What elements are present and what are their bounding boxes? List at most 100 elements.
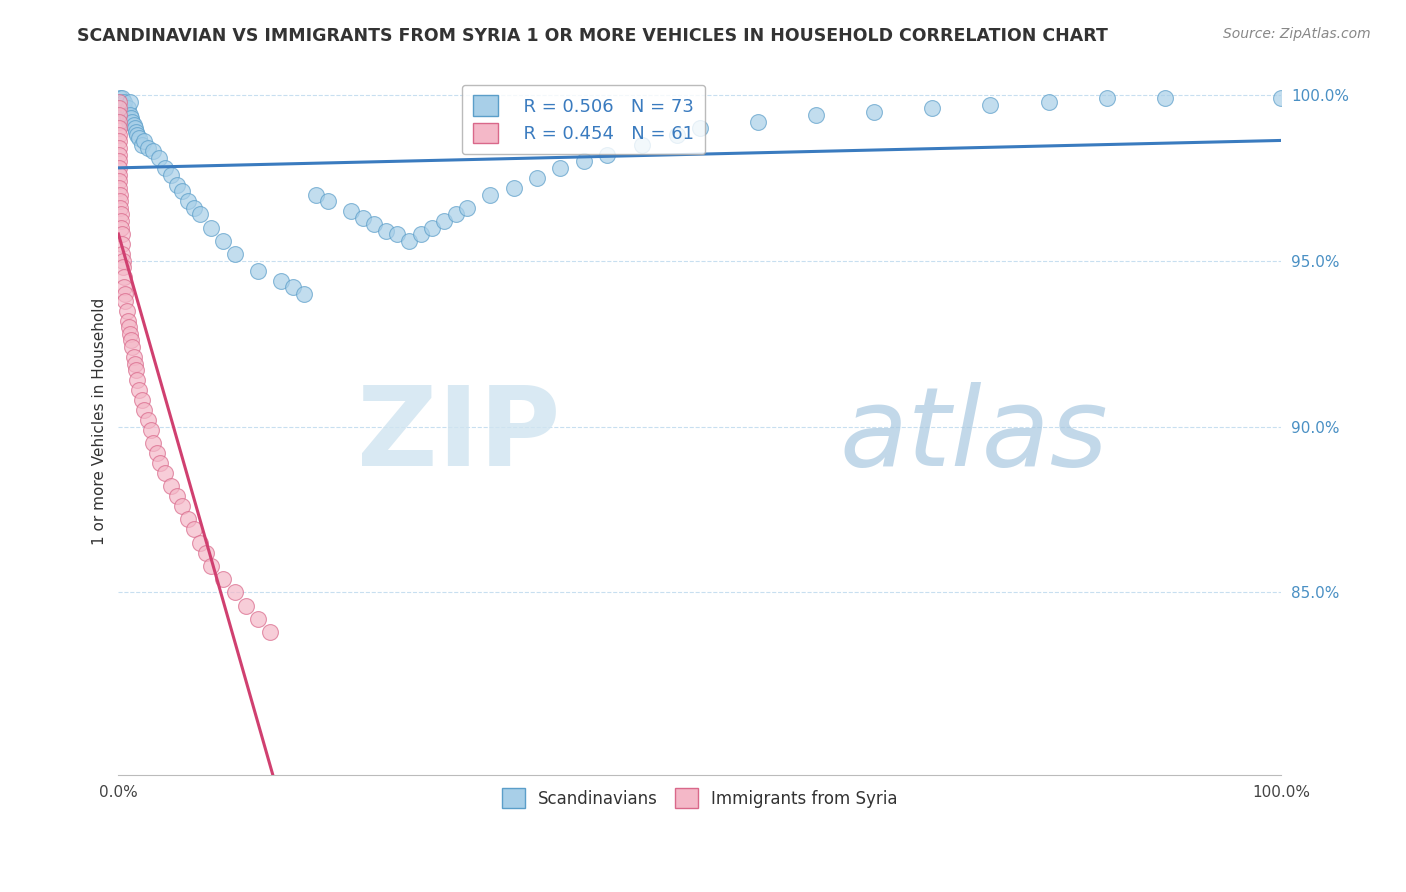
Point (921, 101, 943, 115)
Point (111, 104, 134, 119)
Point (117, 112, 139, 126)
Point (108, 187, 131, 202)
Point (548, 161, 571, 175)
Point (572, 154, 595, 169)
Point (108, 98, 131, 112)
Point (212, 572, 235, 586)
Point (132, 403, 155, 417)
Point (111, 237, 134, 252)
Point (112, 98, 135, 112)
Point (979, 98, 1001, 112)
Point (433, 214, 456, 228)
Point (212, 234, 235, 248)
Point (108, 91, 131, 105)
Text: SCANDINAVIAN VS IMMIGRANTS FROM SYRIA 1 OR MORE VEHICLES IN HOUSEHOLD CORRELATIO: SCANDINAVIAN VS IMMIGRANTS FROM SYRIA 1 … (77, 27, 1108, 45)
Point (132, 135, 155, 149)
Point (112, 101, 135, 115)
Point (166, 178, 188, 192)
Point (177, 194, 200, 209)
Y-axis label: 1 or more Vehicles in Household: 1 or more Vehicles in Household (93, 298, 107, 545)
Point (153, 466, 176, 480)
Point (112, 253, 135, 268)
Point (125, 373, 148, 387)
Point (294, 287, 316, 301)
Point (630, 137, 652, 152)
Point (115, 303, 138, 318)
Point (422, 220, 444, 235)
Point (224, 247, 246, 261)
Point (128, 131, 150, 145)
Point (110, 101, 132, 115)
Point (112, 270, 135, 285)
Point (110, 207, 132, 221)
Point (114, 104, 136, 119)
Point (526, 170, 548, 185)
Point (111, 227, 134, 242)
Point (115, 108, 138, 122)
Point (689, 121, 711, 136)
Point (188, 207, 211, 221)
Point (111, 247, 134, 261)
Point (112, 280, 135, 294)
Point (166, 489, 188, 503)
Point (149, 456, 172, 470)
Point (804, 108, 827, 122)
Point (188, 535, 211, 549)
Point (114, 287, 136, 301)
Point (340, 204, 363, 219)
Point (409, 227, 432, 242)
Point (108, 194, 131, 209)
Point (122, 350, 145, 364)
Point (108, 135, 131, 149)
Point (112, 260, 135, 275)
Point (117, 313, 139, 327)
Point (863, 104, 886, 119)
Point (200, 220, 222, 235)
Point (153, 161, 176, 175)
Point (108, 147, 131, 161)
Point (114, 293, 136, 308)
Point (596, 147, 619, 161)
Point (259, 625, 281, 640)
Point (235, 599, 257, 613)
Point (108, 141, 131, 155)
Point (131, 393, 153, 408)
Point (142, 145, 165, 159)
Point (444, 207, 467, 221)
Point (125, 128, 148, 142)
Point (398, 234, 420, 248)
Point (352, 211, 374, 225)
Text: atlas: atlas (839, 383, 1108, 490)
Point (108, 108, 131, 122)
Point (122, 118, 145, 132)
Point (111, 91, 134, 105)
Point (136, 413, 159, 427)
Point (316, 194, 339, 209)
Text: Source: ZipAtlas.com: Source: ZipAtlas.com (1223, 27, 1371, 41)
Point (665, 128, 688, 142)
Point (172, 184, 194, 198)
Point (136, 141, 159, 155)
Point (1038, 95, 1060, 109)
Point (108, 128, 131, 142)
Point (747, 114, 769, 128)
Point (107, 95, 129, 109)
Point (200, 558, 222, 573)
Point (124, 121, 146, 136)
Point (1270, 91, 1292, 105)
Point (118, 114, 141, 128)
Point (131, 137, 153, 152)
Point (120, 112, 142, 126)
Point (110, 95, 132, 109)
Point (117, 101, 139, 115)
Point (1095, 91, 1118, 105)
Point (305, 187, 328, 202)
Point (502, 181, 524, 195)
Point (159, 168, 181, 182)
Point (374, 224, 396, 238)
Point (108, 201, 131, 215)
Point (121, 340, 143, 354)
Point (108, 154, 131, 169)
Point (456, 201, 478, 215)
Point (108, 174, 131, 188)
